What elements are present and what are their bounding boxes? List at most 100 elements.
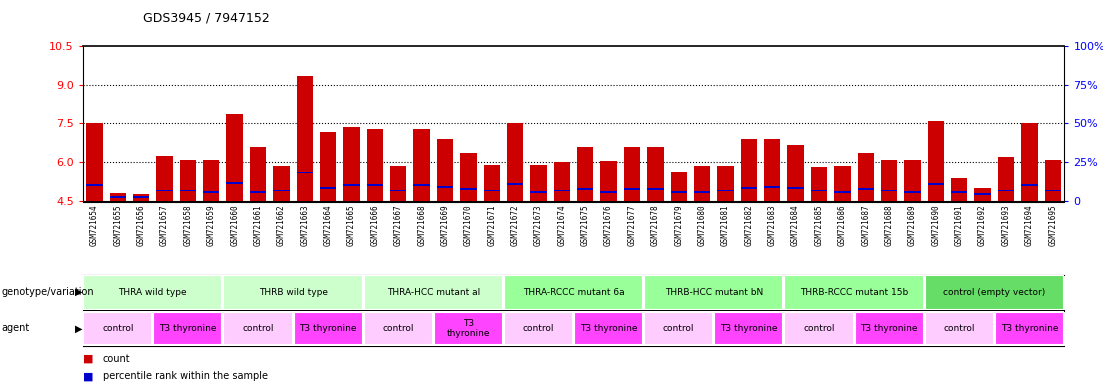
Bar <box>86 184 103 186</box>
Bar <box>951 191 967 193</box>
Bar <box>694 166 710 201</box>
Text: GSM721693: GSM721693 <box>1002 205 1010 246</box>
Text: control: control <box>803 324 835 333</box>
Bar <box>600 161 617 201</box>
Bar <box>180 160 196 201</box>
Text: control: control <box>383 324 414 333</box>
Bar <box>364 275 503 310</box>
Bar <box>998 157 1014 201</box>
Text: GSM721658: GSM721658 <box>183 205 192 246</box>
Bar <box>644 312 714 345</box>
Bar <box>531 165 547 201</box>
Bar <box>226 114 243 201</box>
Text: GSM721692: GSM721692 <box>978 205 987 246</box>
Text: GSM721655: GSM721655 <box>114 205 122 246</box>
Bar <box>577 147 593 201</box>
Bar <box>1045 160 1061 201</box>
Bar <box>274 166 290 201</box>
Bar <box>297 76 313 201</box>
Bar <box>180 190 196 191</box>
Bar <box>881 160 897 201</box>
Text: T3 thyronine: T3 thyronine <box>720 324 778 333</box>
Text: GSM721668: GSM721668 <box>417 205 426 246</box>
Bar <box>671 191 687 193</box>
Text: ■: ■ <box>83 371 94 381</box>
Bar <box>671 172 687 201</box>
Bar <box>133 196 149 198</box>
Bar <box>414 184 430 186</box>
Bar <box>764 139 781 201</box>
Text: GSM721685: GSM721685 <box>814 205 824 246</box>
Text: GSM721672: GSM721672 <box>511 205 520 246</box>
Text: GSM721690: GSM721690 <box>931 205 941 246</box>
Bar <box>924 312 994 345</box>
Bar <box>504 275 643 310</box>
Bar <box>433 312 503 345</box>
Bar <box>694 191 710 193</box>
Text: control (empty vector): control (empty vector) <box>943 288 1046 297</box>
Bar <box>717 190 733 191</box>
Bar <box>531 191 547 193</box>
Text: GSM721654: GSM721654 <box>90 205 99 246</box>
Text: GDS3945 / 7947152: GDS3945 / 7947152 <box>143 12 270 25</box>
Text: GSM721678: GSM721678 <box>651 205 660 246</box>
Text: GSM721675: GSM721675 <box>581 205 590 246</box>
Bar <box>788 187 804 189</box>
Text: GSM721695: GSM721695 <box>1048 205 1057 246</box>
Text: count: count <box>103 354 130 364</box>
Bar <box>928 121 944 201</box>
Text: control: control <box>663 324 695 333</box>
Bar <box>764 186 781 187</box>
Text: GSM721691: GSM721691 <box>955 205 964 246</box>
Text: ■: ■ <box>83 354 94 364</box>
Text: THRB-HCC mutant bN: THRB-HCC mutant bN <box>665 288 763 297</box>
Text: control: control <box>523 324 554 333</box>
Text: GSM721660: GSM721660 <box>231 205 239 246</box>
Bar <box>366 129 383 201</box>
Bar <box>83 275 223 310</box>
Text: GSM721689: GSM721689 <box>908 205 917 246</box>
Text: control: control <box>943 324 975 333</box>
Bar <box>414 129 430 201</box>
Bar <box>320 187 336 189</box>
Text: GSM721659: GSM721659 <box>206 205 216 246</box>
Bar <box>226 182 243 184</box>
Text: GSM721663: GSM721663 <box>300 205 309 246</box>
Bar <box>364 312 432 345</box>
Text: T3 thyronine: T3 thyronine <box>580 324 638 333</box>
Bar <box>974 194 990 195</box>
Bar <box>109 196 126 198</box>
Bar <box>153 312 223 345</box>
Text: GSM721671: GSM721671 <box>488 205 496 246</box>
Bar <box>834 166 850 201</box>
Bar <box>460 153 476 201</box>
Bar <box>133 194 149 201</box>
Bar <box>390 190 406 191</box>
Text: THRB wild type: THRB wild type <box>258 288 328 297</box>
Text: GSM721667: GSM721667 <box>394 205 403 246</box>
Bar <box>788 146 804 201</box>
Text: genotype/variation: genotype/variation <box>1 287 94 297</box>
Bar <box>741 139 757 201</box>
Text: THRA wild type: THRA wild type <box>118 288 188 297</box>
Bar <box>904 160 921 201</box>
Bar <box>1021 184 1038 186</box>
Text: T3 thyronine: T3 thyronine <box>860 324 918 333</box>
Bar <box>857 153 874 201</box>
Text: GSM721681: GSM721681 <box>721 205 730 246</box>
Bar <box>203 160 219 201</box>
Bar <box>83 312 152 345</box>
Bar <box>554 190 570 191</box>
Text: GSM721664: GSM721664 <box>323 205 333 246</box>
Bar <box>624 147 640 201</box>
Bar <box>647 188 664 190</box>
Bar <box>274 190 290 191</box>
Bar <box>504 312 574 345</box>
Bar <box>320 132 336 201</box>
Bar <box>157 156 173 201</box>
Bar <box>507 124 523 201</box>
Bar <box>224 275 363 310</box>
Bar <box>293 312 363 345</box>
Bar <box>951 178 967 201</box>
Text: T3 thyronine: T3 thyronine <box>1000 324 1058 333</box>
